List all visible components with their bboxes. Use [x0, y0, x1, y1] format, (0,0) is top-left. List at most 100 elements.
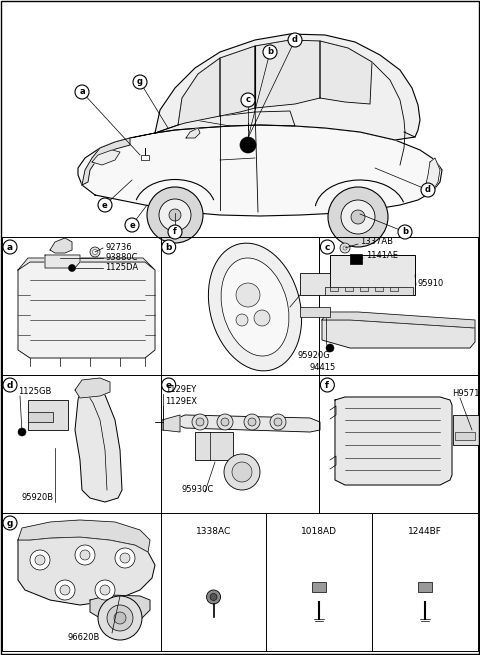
Circle shape — [168, 225, 182, 239]
Polygon shape — [18, 537, 155, 605]
Circle shape — [90, 247, 100, 257]
Text: 1337AB: 1337AB — [360, 238, 393, 246]
Circle shape — [274, 418, 282, 426]
Bar — [28, 400, 68, 430]
Polygon shape — [130, 111, 295, 138]
Polygon shape — [90, 595, 150, 620]
Circle shape — [320, 240, 335, 254]
Circle shape — [248, 418, 256, 426]
Text: 95920B: 95920B — [22, 493, 54, 502]
Text: 95910: 95910 — [418, 280, 444, 288]
Polygon shape — [320, 41, 372, 104]
Text: H95710: H95710 — [452, 388, 480, 398]
Circle shape — [221, 418, 229, 426]
Circle shape — [210, 593, 217, 601]
Circle shape — [244, 414, 260, 430]
Polygon shape — [220, 46, 255, 116]
Circle shape — [75, 85, 89, 99]
Circle shape — [351, 210, 365, 224]
Bar — [300, 307, 330, 317]
Ellipse shape — [208, 243, 301, 371]
Circle shape — [69, 265, 75, 272]
Text: d: d — [425, 185, 431, 195]
Circle shape — [133, 75, 147, 89]
Text: 1018AD: 1018AD — [301, 527, 337, 536]
Bar — [330, 255, 415, 295]
Polygon shape — [255, 40, 320, 108]
Text: b: b — [267, 48, 273, 56]
Circle shape — [100, 585, 110, 595]
Bar — [312, 582, 326, 592]
Polygon shape — [18, 258, 155, 270]
Text: f: f — [173, 227, 177, 236]
Text: g: g — [137, 77, 143, 86]
Text: b: b — [402, 227, 408, 236]
Circle shape — [263, 45, 277, 59]
Circle shape — [3, 378, 17, 392]
Circle shape — [196, 418, 204, 426]
Text: b: b — [166, 242, 172, 252]
Circle shape — [343, 246, 347, 250]
Bar — [350, 254, 362, 264]
Circle shape — [80, 550, 90, 560]
Text: a: a — [79, 88, 85, 96]
Circle shape — [3, 240, 17, 254]
Text: 95920G: 95920G — [298, 352, 331, 360]
Polygon shape — [335, 397, 452, 485]
Text: 1338AC: 1338AC — [196, 527, 231, 536]
Polygon shape — [78, 125, 442, 216]
Text: 1129EY: 1129EY — [165, 386, 196, 394]
Circle shape — [192, 414, 208, 430]
Circle shape — [107, 605, 133, 631]
Text: 1141AE: 1141AE — [366, 252, 398, 261]
Polygon shape — [178, 58, 220, 125]
Circle shape — [341, 200, 375, 234]
Text: c: c — [324, 242, 330, 252]
Text: d: d — [7, 381, 13, 390]
Circle shape — [169, 209, 181, 221]
Text: d: d — [292, 35, 298, 45]
Circle shape — [115, 548, 135, 568]
Bar — [300, 273, 330, 295]
Polygon shape — [50, 238, 72, 253]
Polygon shape — [162, 415, 180, 432]
Circle shape — [162, 378, 176, 392]
Polygon shape — [178, 415, 320, 432]
Circle shape — [206, 590, 220, 604]
Circle shape — [93, 250, 97, 255]
Text: 1125DA: 1125DA — [105, 263, 138, 272]
Polygon shape — [75, 388, 122, 502]
Polygon shape — [75, 378, 110, 398]
Polygon shape — [322, 320, 475, 348]
Circle shape — [60, 585, 70, 595]
Circle shape — [224, 454, 260, 490]
Circle shape — [288, 33, 302, 47]
Text: a: a — [7, 242, 13, 252]
Bar — [345, 287, 353, 291]
Text: e: e — [166, 381, 172, 390]
Text: 94415: 94415 — [310, 364, 336, 373]
Bar — [330, 287, 338, 291]
Bar — [28, 412, 53, 422]
Polygon shape — [186, 128, 200, 138]
Circle shape — [35, 555, 45, 565]
Circle shape — [232, 462, 252, 482]
Circle shape — [114, 612, 126, 624]
Circle shape — [55, 580, 75, 600]
Circle shape — [125, 218, 139, 232]
Bar — [325, 287, 413, 295]
Circle shape — [18, 428, 26, 436]
Circle shape — [236, 283, 260, 307]
Circle shape — [326, 344, 334, 352]
Text: 1129EX: 1129EX — [165, 398, 197, 407]
Polygon shape — [18, 262, 155, 358]
Text: 96620B: 96620B — [68, 633, 100, 643]
Circle shape — [398, 225, 412, 239]
Circle shape — [421, 183, 435, 197]
Circle shape — [217, 414, 233, 430]
Circle shape — [98, 596, 142, 640]
Circle shape — [159, 199, 191, 231]
Bar — [195, 432, 233, 460]
Circle shape — [240, 137, 256, 153]
Circle shape — [95, 580, 115, 600]
